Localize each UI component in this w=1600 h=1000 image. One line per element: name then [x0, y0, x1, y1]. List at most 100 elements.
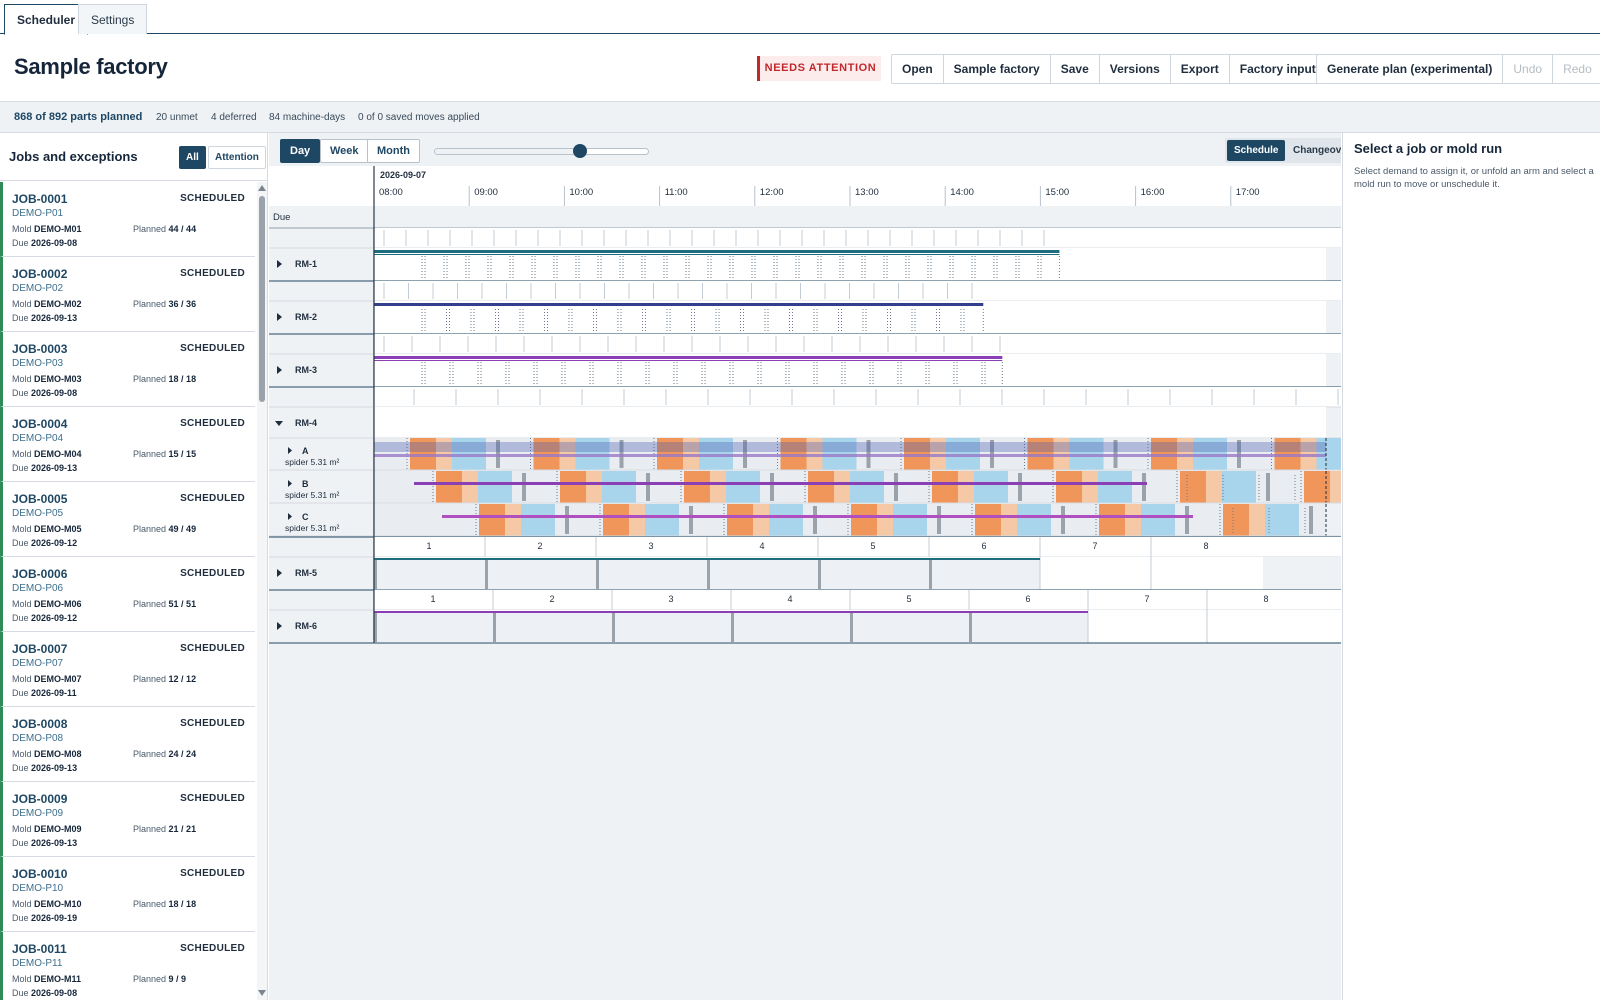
- job-card[interactable]: JOB-0008 SCHEDULED DEMO-P08 Mold DEMO-M08 Pl…: [0, 707, 255, 782]
- mold-run-bar[interactable]: [374, 442, 1326, 452]
- mold-run-bar[interactable]: [374, 454, 1326, 457]
- cooling-block[interactable]: [1017, 504, 1051, 536]
- expand-chevron-icon[interactable]: [277, 569, 282, 577]
- zoom-month-button[interactable]: Month: [367, 139, 420, 163]
- tab-settings[interactable]: Settings: [78, 4, 148, 34]
- needs-attention-badge[interactable]: NEEDS ATTENTION: [757, 56, 881, 81]
- run-block[interactable]: [612, 612, 731, 642]
- heating-block[interactable]: [560, 471, 586, 503]
- cooling-block[interactable]: [478, 471, 512, 503]
- job-card[interactable]: JOB-0003 SCHEDULED DEMO-P03 Mold DEMO-M03 Pl…: [0, 332, 255, 407]
- machine-row[interactable]: [374, 354, 1326, 387]
- run-block[interactable]: [596, 559, 707, 589]
- mold-run-bar[interactable]: [374, 250, 1060, 253]
- mold-run-bar[interactable]: [442, 515, 1193, 518]
- mold-run-bar[interactable]: [374, 611, 1088, 613]
- expand-chevron-icon[interactable]: [277, 622, 282, 630]
- factory-name-button[interactable]: Sample factory: [944, 55, 1051, 83]
- generate-plan-button[interactable]: Generate plan (experimental): [1317, 55, 1504, 83]
- heating-block[interactable]: [727, 504, 753, 536]
- job-card[interactable]: JOB-0011 SCHEDULED DEMO-P11 Mold DEMO-M11 Pl…: [0, 932, 255, 1000]
- cycle-number-strip: [374, 537, 1341, 557]
- heating-block[interactable]: [436, 471, 462, 503]
- run-block[interactable]: [374, 559, 485, 589]
- mold-run-bar[interactable]: [374, 254, 1060, 255]
- export-button[interactable]: Export: [1171, 55, 1230, 83]
- cooling-block[interactable]: [1265, 504, 1299, 536]
- expand-chevron-icon[interactable]: [288, 480, 292, 487]
- cooling-block[interactable]: [1098, 471, 1132, 503]
- job-list-scrollbar[interactable]: [257, 182, 267, 1000]
- machine-row[interactable]: [374, 407, 1326, 438]
- heating-block[interactable]: [603, 504, 629, 536]
- job-card[interactable]: JOB-0001 SCHEDULED DEMO-P01 Mold DEMO-M01 Pl…: [0, 182, 255, 257]
- filter-attention-button[interactable]: Attention: [208, 146, 266, 169]
- redo-button[interactable]: Redo: [1563, 62, 1592, 76]
- job-card[interactable]: JOB-0002 SCHEDULED DEMO-P02 Mold DEMO-M02 Pl…: [0, 257, 255, 332]
- mold-run-bar[interactable]: [374, 303, 984, 306]
- mold-run-bar[interactable]: [414, 482, 1147, 485]
- cooling-block[interactable]: [602, 471, 636, 503]
- heating-block[interactable]: [1180, 471, 1206, 503]
- expand-chevron-icon[interactable]: [277, 260, 282, 268]
- cooling-block[interactable]: [521, 504, 555, 536]
- tab-scheduler[interactable]: Scheduler: [4, 4, 89, 35]
- cooling-block[interactable]: [1141, 504, 1175, 536]
- run-block[interactable]: [850, 612, 969, 642]
- heating-block[interactable]: [1223, 504, 1249, 536]
- run-block[interactable]: [969, 612, 1088, 642]
- zoom-week-button[interactable]: Week: [320, 139, 369, 163]
- mode-schedule-button[interactable]: Schedule: [1227, 140, 1286, 161]
- run-block[interactable]: [731, 612, 850, 642]
- plan-button-group: Generate plan (experimental) Undo Redo: [1316, 54, 1600, 84]
- zoom-slider[interactable]: [434, 144, 649, 158]
- heating-block[interactable]: [932, 471, 958, 503]
- heating-block[interactable]: [1099, 504, 1125, 536]
- scrollbar-thumb[interactable]: [259, 196, 265, 402]
- factory-inputs-button[interactable]: Factory inputs: [1239, 62, 1323, 76]
- versions-button[interactable]: Versions: [1100, 55, 1171, 83]
- job-card[interactable]: JOB-0004 SCHEDULED DEMO-P04 Mold DEMO-M04 Pl…: [0, 407, 255, 482]
- open-button[interactable]: Open: [892, 55, 944, 83]
- job-card[interactable]: JOB-0010 SCHEDULED DEMO-P10 Mold DEMO-M10 Pl…: [0, 857, 255, 932]
- run-block[interactable]: [374, 612, 493, 642]
- save-button[interactable]: Save: [1051, 55, 1100, 83]
- heating-block[interactable]: [851, 504, 877, 536]
- job-card[interactable]: JOB-0006 SCHEDULED DEMO-P06 Mold DEMO-M06 Pl…: [0, 557, 255, 632]
- heating-block[interactable]: [808, 471, 834, 503]
- job-card[interactable]: JOB-0009 SCHEDULED DEMO-P09 Mold DEMO-M09 Pl…: [0, 782, 255, 857]
- cooling-block[interactable]: [893, 504, 927, 536]
- mold-run-bar[interactable]: [374, 356, 1003, 359]
- run-block[interactable]: [493, 612, 612, 642]
- machine-row[interactable]: [374, 301, 1326, 334]
- run-block[interactable]: [818, 559, 929, 589]
- job-card[interactable]: JOB-0005 SCHEDULED DEMO-P05 Mold DEMO-M05 Pl…: [0, 482, 255, 557]
- heating-block[interactable]: [975, 504, 1001, 536]
- mold-run-bar[interactable]: [374, 558, 1040, 560]
- cooling-block[interactable]: [850, 471, 884, 503]
- cooling-block[interactable]: [974, 471, 1008, 503]
- heating-block[interactable]: [479, 504, 505, 536]
- collapse-chevron-icon[interactable]: [275, 421, 283, 426]
- cooling-block[interactable]: [769, 504, 803, 536]
- undo-button[interactable]: Undo: [1503, 55, 1554, 83]
- cooling-block[interactable]: [726, 471, 760, 503]
- filter-all-button[interactable]: All: [179, 146, 206, 169]
- expand-chevron-icon[interactable]: [277, 313, 282, 321]
- cooling-block[interactable]: [1222, 471, 1256, 503]
- run-block[interactable]: [707, 559, 818, 589]
- expand-chevron-icon[interactable]: [288, 513, 292, 520]
- run-block[interactable]: [485, 559, 596, 589]
- mode-changeover-button[interactable]: Changeover: [1293, 145, 1341, 156]
- zoom-slider-knob[interactable]: [572, 144, 587, 158]
- run-block[interactable]: [929, 559, 1040, 589]
- expand-chevron-icon[interactable]: [288, 447, 292, 454]
- job-card[interactable]: JOB-0007 SCHEDULED DEMO-P07 Mold DEMO-M07 Pl…: [0, 632, 255, 707]
- zoom-day-button[interactable]: Day: [280, 139, 321, 163]
- cooling-block[interactable]: [645, 504, 679, 536]
- expand-chevron-icon[interactable]: [277, 366, 282, 374]
- heating-block[interactable]: [1056, 471, 1082, 503]
- machine-row[interactable]: [374, 248, 1326, 281]
- heating-block[interactable]: [684, 471, 710, 503]
- mold-run-bar[interactable]: [374, 360, 1003, 361]
